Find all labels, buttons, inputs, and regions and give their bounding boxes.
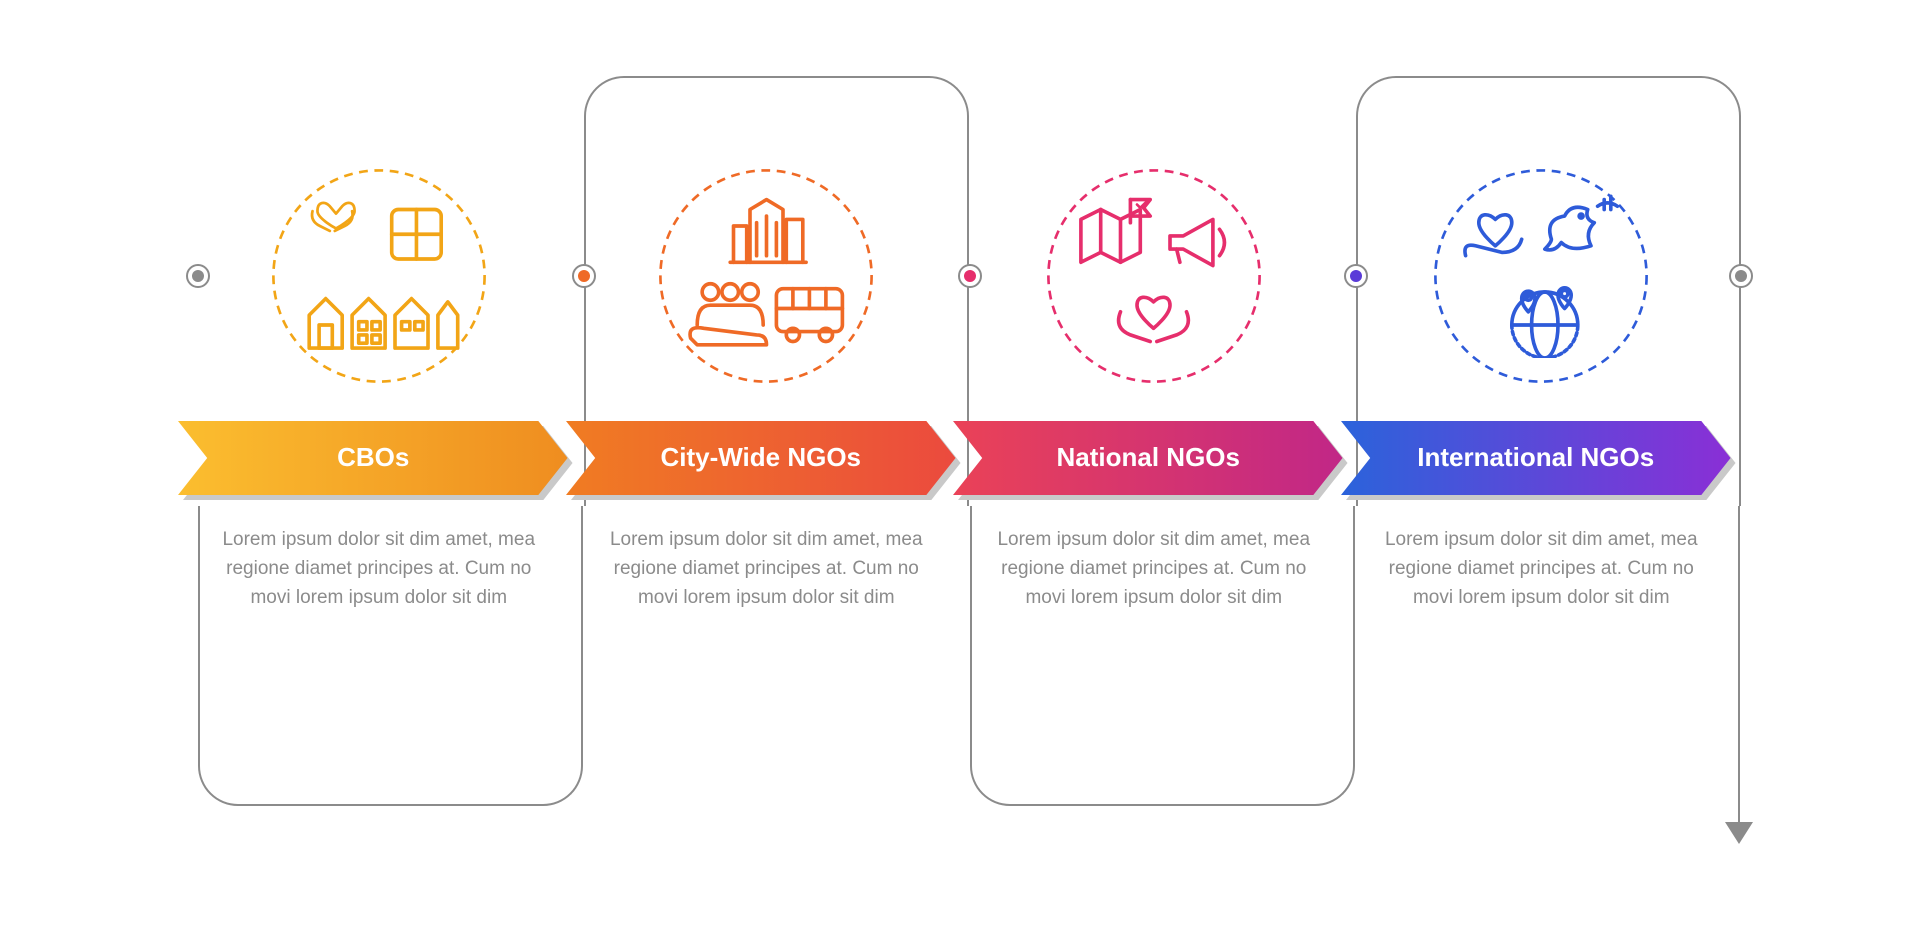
step-citywide: City-Wide NGOs Lorem ipsum dolor sit dim…	[583, 166, 951, 613]
connector-dot-inner-5	[1735, 270, 1747, 282]
ribbon-label-cbos: CBOs	[325, 442, 421, 473]
icon-circle-citywide	[656, 166, 876, 386]
icon-circle-national	[1044, 166, 1264, 386]
desc-international: Lorem ipsum dolor sit dim amet, mea regi…	[1376, 525, 1706, 613]
ribbon-label-national: National NGOs	[1045, 442, 1252, 473]
step-national: National NGOs Lorem ipsum dolor sit dim …	[970, 166, 1338, 613]
ribbon-citywide: City-Wide NGOs	[566, 421, 956, 495]
desc-cbos: Lorem ipsum dolor sit dim amet, mea regi…	[214, 525, 544, 613]
ngo-steps-infographic: CBOs Lorem ipsum dolor sit dim amet, mea…	[110, 76, 1810, 856]
desc-national: Lorem ipsum dolor sit dim amet, mea regi…	[989, 525, 1319, 613]
icon-circle-cbos	[269, 166, 489, 386]
ribbon-label-citywide: City-Wide NGOs	[648, 442, 873, 473]
dashed-ring-icon	[656, 166, 876, 386]
step-international: International NGOs Lorem ipsum dolor sit…	[1358, 166, 1726, 613]
ribbon-label-international: International NGOs	[1405, 442, 1666, 473]
steps-row: CBOs Lorem ipsum dolor sit dim amet, mea…	[195, 166, 1725, 613]
dashed-ring-icon	[1044, 166, 1264, 386]
dashed-ring-icon	[269, 166, 489, 386]
connector-end-arrow-icon	[1725, 822, 1753, 844]
ribbon-national: National NGOs	[953, 421, 1343, 495]
step-cbos: CBOs Lorem ipsum dolor sit dim amet, mea…	[195, 166, 563, 613]
desc-citywide: Lorem ipsum dolor sit dim amet, mea regi…	[601, 525, 931, 613]
ribbon-cbos: CBOs	[178, 421, 568, 495]
connector-end-line	[1738, 506, 1740, 824]
connector-dot-5	[1729, 264, 1753, 288]
dashed-ring-icon	[1431, 166, 1651, 386]
icon-circle-international	[1431, 166, 1651, 386]
ribbon-international: International NGOs	[1341, 421, 1731, 495]
